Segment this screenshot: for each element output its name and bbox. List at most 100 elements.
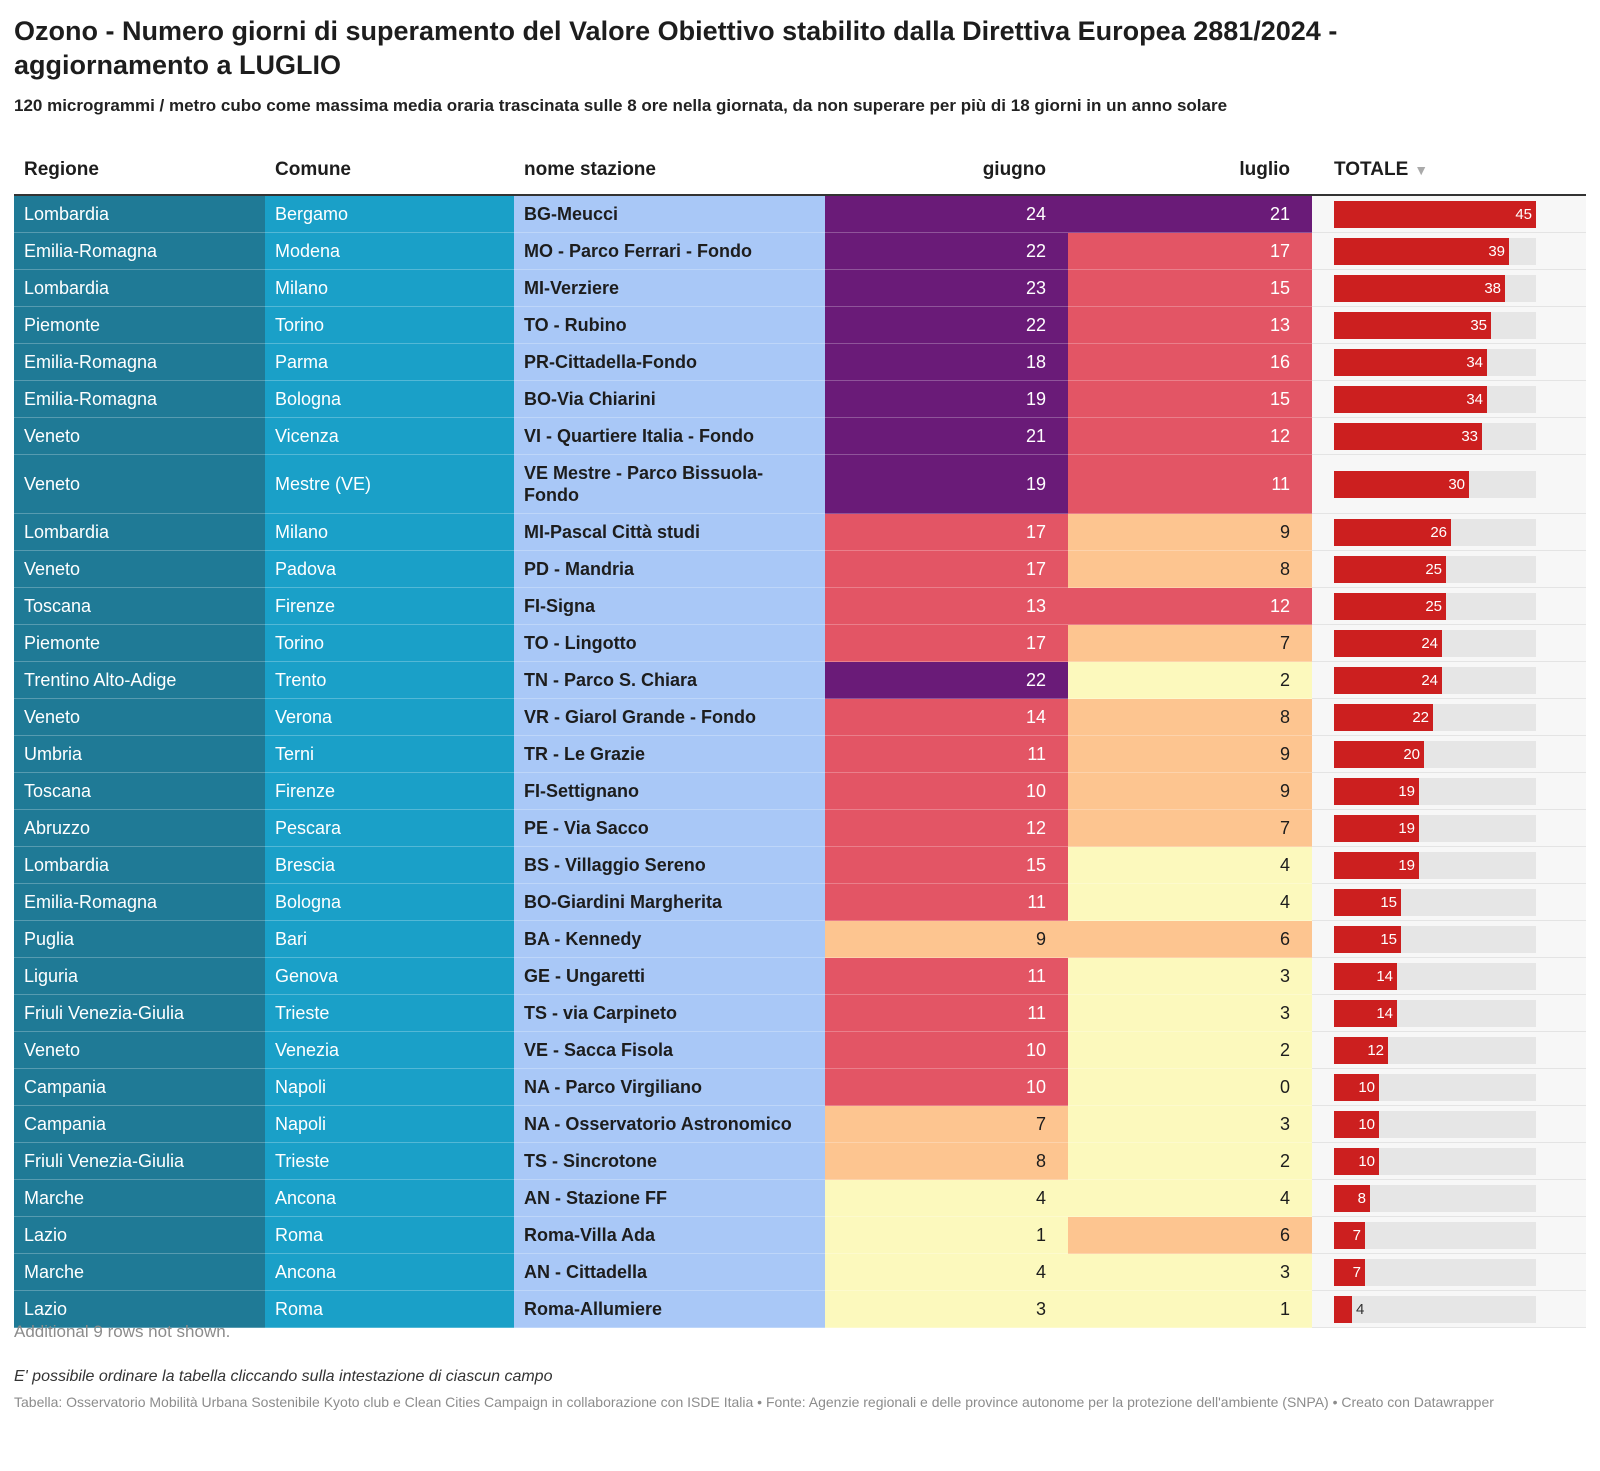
cell-luglio: 4 [1068, 846, 1312, 884]
table-row: Piemonte Torino TO - Lingotto 17 7 24 [14, 624, 1586, 662]
cell-totale: 4 [1312, 1290, 1586, 1328]
totale-bar [1334, 592, 1446, 620]
cell-luglio: 4 [1068, 1179, 1312, 1217]
totale-bar [1334, 851, 1419, 879]
table-row: Trentino Alto-Adige Trento TN - Parco S. C… [14, 661, 1586, 699]
totale-value-label: 35 [1470, 316, 1487, 334]
cell-comune: Ancona [265, 1253, 514, 1291]
cell-totale: 26 [1312, 513, 1586, 551]
bar-track: 15 [1334, 925, 1536, 953]
column-header-regione[interactable]: Regione [14, 146, 265, 196]
cell-giugno: 11 [825, 957, 1068, 995]
table-row: Emilia-Romagna Parma PR-Cittadella-Fondo 18… [14, 343, 1586, 381]
totale-value-label: 26 [1430, 523, 1447, 541]
cell-comune: Torino [265, 306, 514, 344]
cell-luglio: 2 [1068, 1031, 1312, 1069]
column-header-comune[interactable]: Comune [265, 146, 514, 196]
totale-bar [1334, 311, 1491, 339]
totale-value-label: 30 [1448, 475, 1465, 493]
table-body: Lombardia Bergamo BG-Meucci 24 21 45 Emilia-Ro… [14, 195, 1586, 1328]
cell-luglio: 8 [1068, 698, 1312, 736]
cell-giugno: 4 [825, 1253, 1068, 1291]
cell-regione: Veneto [14, 417, 265, 455]
cell-comune: Bergamo [265, 195, 514, 233]
cell-totale: 15 [1312, 883, 1586, 921]
cell-regione: Lombardia [14, 269, 265, 307]
cell-comune: Torino [265, 624, 514, 662]
cell-luglio: 21 [1068, 195, 1312, 233]
table-row: Lombardia Milano MI-Verziere 23 15 38 [14, 269, 1586, 307]
cell-stazione: NA - Osservatorio Astronomico [514, 1105, 825, 1143]
totale-bar [1334, 888, 1401, 916]
cell-giugno: 10 [825, 1031, 1068, 1069]
totale-value-label: 15 [1380, 930, 1397, 948]
cell-comune: Ancona [265, 1179, 514, 1217]
table-row: Toscana Firenze FI-Signa 13 12 25 [14, 587, 1586, 625]
cell-comune: Firenze [265, 772, 514, 810]
cell-luglio: 2 [1068, 1142, 1312, 1180]
cell-stazione: MO - Parco Ferrari - Fondo [514, 232, 825, 270]
bar-track: 14 [1334, 962, 1536, 990]
bar-track: 22 [1334, 703, 1536, 731]
table-row: Lazio Roma Roma-Villa Ada 1 6 7 [14, 1216, 1586, 1254]
cell-totale: 14 [1312, 994, 1586, 1032]
column-header-giugno[interactable]: giugno [825, 146, 1068, 196]
cell-totale: 30 [1312, 454, 1586, 514]
totale-value-label: 8 [1357, 1189, 1366, 1207]
column-header-stazione[interactable]: nome stazione [514, 146, 825, 196]
table-row: Abruzzo Pescara PE - Via Sacco 12 7 19 [14, 809, 1586, 847]
cell-regione: Friuli Venezia-Giulia [14, 994, 265, 1032]
cell-giugno: 17 [825, 624, 1068, 662]
cell-giugno: 7 [825, 1105, 1068, 1143]
cell-giugno: 13 [825, 587, 1068, 625]
table-row: Emilia-Romagna Modena MO - Parco Ferrari -… [14, 232, 1586, 270]
totale-value-label: 25 [1425, 597, 1442, 615]
bar-track: 26 [1334, 518, 1536, 546]
totale-bar [1334, 1036, 1388, 1064]
cell-totale: 34 [1312, 343, 1586, 381]
cell-luglio: 8 [1068, 550, 1312, 588]
cell-comune: Roma [265, 1216, 514, 1254]
cell-totale: 22 [1312, 698, 1586, 736]
rows-hidden-note: Additional 9 rows not shown. [14, 1322, 231, 1341]
table-row: Lombardia Brescia BS - Villaggio Sereno 15 4… [14, 846, 1586, 884]
cell-comune: Firenze [265, 587, 514, 625]
cell-comune: Parma [265, 343, 514, 381]
cell-comune: Trieste [265, 994, 514, 1032]
bar-track: 10 [1334, 1110, 1536, 1138]
cell-comune: Mestre (VE) [265, 454, 514, 514]
bar-track: 19 [1334, 851, 1536, 879]
totale-value-label: 12 [1367, 1041, 1384, 1059]
totale-bar [1334, 740, 1424, 768]
cell-luglio: 3 [1068, 957, 1312, 995]
totale-bar [1334, 1184, 1370, 1212]
bar-track: 30 [1334, 470, 1536, 498]
cell-giugno: 22 [825, 306, 1068, 344]
totale-bar [1334, 274, 1505, 302]
cell-giugno: 17 [825, 513, 1068, 551]
cell-stazione: PR-Cittadella-Fondo [514, 343, 825, 381]
cell-regione: Friuli Venezia-Giulia [14, 1142, 265, 1180]
totale-bar [1334, 777, 1419, 805]
cell-giugno: 9 [825, 920, 1068, 958]
column-header-totale-label: TOTALE [1334, 159, 1409, 180]
table-row: Emilia-Romagna Bologna BO-Giardini Margher… [14, 883, 1586, 921]
cell-regione: Liguria [14, 957, 265, 995]
cell-stazione: PD - Mandria [514, 550, 825, 588]
cell-giugno: 8 [825, 1142, 1068, 1180]
totale-value-label: 10 [1358, 1115, 1375, 1133]
cell-giugno: 22 [825, 232, 1068, 270]
column-header-totale[interactable]: TOTALE ▼ [1312, 146, 1586, 196]
bar-track: 45 [1334, 200, 1536, 228]
bar-track: 7 [1334, 1221, 1536, 1249]
table-row: Lombardia Bergamo BG-Meucci 24 21 45 [14, 195, 1586, 233]
cell-regione: Veneto [14, 1031, 265, 1069]
cell-luglio: 11 [1068, 454, 1312, 514]
totale-bar [1334, 703, 1433, 731]
column-header-luglio[interactable]: luglio [1068, 146, 1312, 196]
cell-stazione: BA - Kennedy [514, 920, 825, 958]
cell-luglio: 17 [1068, 232, 1312, 270]
cell-totale: 14 [1312, 957, 1586, 995]
cell-luglio: 0 [1068, 1068, 1312, 1106]
bar-track: 20 [1334, 740, 1536, 768]
